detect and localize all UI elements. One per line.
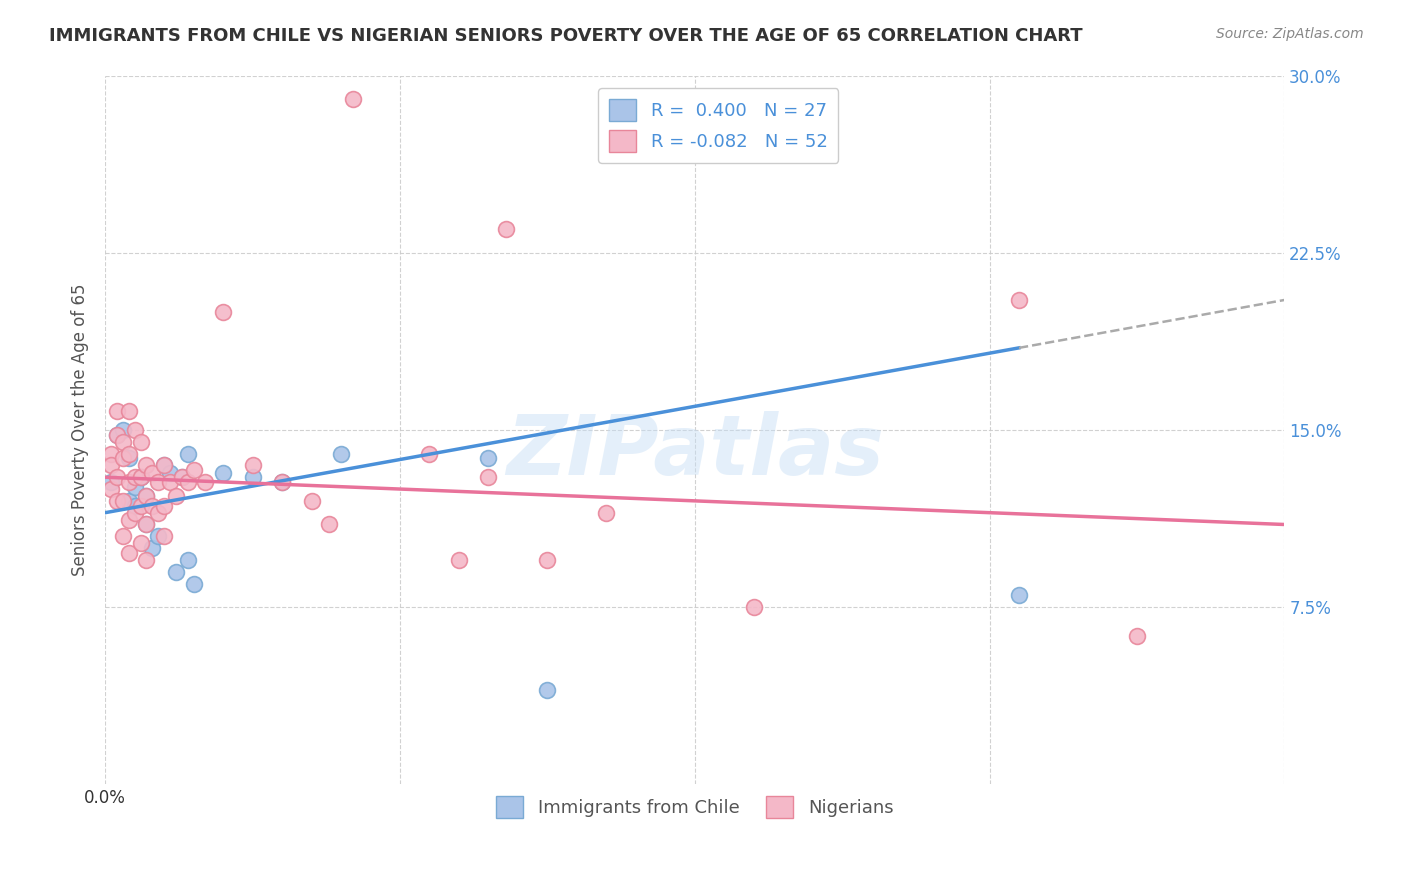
Point xyxy=(100,482,122,496)
Text: Source: ZipAtlas.com: Source: ZipAtlas.com xyxy=(1216,27,1364,41)
Point xyxy=(159,466,181,480)
Point xyxy=(111,434,134,449)
Point xyxy=(124,480,146,494)
Point xyxy=(118,546,141,560)
Point xyxy=(271,475,294,489)
Point xyxy=(148,475,170,489)
Point xyxy=(100,475,122,489)
Point xyxy=(271,475,294,489)
Point xyxy=(318,517,340,532)
Point xyxy=(801,144,824,158)
Point xyxy=(177,553,200,567)
Point xyxy=(177,447,200,461)
Point xyxy=(212,466,235,480)
Point xyxy=(183,463,205,477)
Point xyxy=(111,451,134,466)
Point xyxy=(135,553,157,567)
Point xyxy=(141,541,163,555)
Point xyxy=(118,404,141,418)
Point xyxy=(330,447,353,461)
Point xyxy=(342,92,364,106)
Point xyxy=(418,447,440,461)
Point xyxy=(111,529,134,543)
Point xyxy=(242,458,264,473)
Point xyxy=(135,458,157,473)
Point xyxy=(118,494,141,508)
Point xyxy=(135,489,157,503)
Point xyxy=(135,517,157,532)
Point xyxy=(170,470,193,484)
Point xyxy=(129,499,152,513)
Point xyxy=(153,458,176,473)
Point xyxy=(495,222,517,236)
Point xyxy=(118,475,141,489)
Text: ZIPatlas: ZIPatlas xyxy=(506,410,884,491)
Point xyxy=(1126,629,1149,643)
Point xyxy=(124,423,146,437)
Point xyxy=(194,475,217,489)
Point xyxy=(105,470,128,484)
Point xyxy=(118,451,141,466)
Point xyxy=(165,565,187,579)
Point xyxy=(135,517,157,532)
Text: IMMIGRANTS FROM CHILE VS NIGERIAN SENIORS POVERTY OVER THE AGE OF 65 CORRELATION: IMMIGRANTS FROM CHILE VS NIGERIAN SENIOR… xyxy=(49,27,1083,45)
Point xyxy=(742,600,765,615)
Point xyxy=(148,506,170,520)
Point xyxy=(1008,588,1031,602)
Point xyxy=(129,470,152,484)
Point xyxy=(165,489,187,503)
Point xyxy=(124,506,146,520)
Point xyxy=(153,529,176,543)
Point xyxy=(129,434,152,449)
Y-axis label: Seniors Poverty Over the Age of 65: Seniors Poverty Over the Age of 65 xyxy=(72,284,89,576)
Point xyxy=(301,494,323,508)
Point xyxy=(159,475,181,489)
Point xyxy=(118,513,141,527)
Point xyxy=(129,470,152,484)
Point xyxy=(170,470,193,484)
Point xyxy=(141,499,163,513)
Point xyxy=(124,499,146,513)
Point xyxy=(536,682,558,697)
Point xyxy=(477,451,499,466)
Point xyxy=(105,427,128,442)
Point xyxy=(124,470,146,484)
Point xyxy=(111,494,134,508)
Point xyxy=(100,447,122,461)
Point xyxy=(105,494,128,508)
Point xyxy=(1008,293,1031,307)
Point xyxy=(129,536,152,550)
Point xyxy=(153,499,176,513)
Point xyxy=(177,475,200,489)
Point xyxy=(153,458,176,473)
Point xyxy=(105,427,128,442)
Point xyxy=(801,139,824,153)
Point xyxy=(242,470,264,484)
Point xyxy=(477,470,499,484)
Point xyxy=(447,553,470,567)
Point xyxy=(135,489,157,503)
Point xyxy=(212,305,235,319)
Point xyxy=(111,423,134,437)
Point xyxy=(100,458,122,473)
Point xyxy=(183,576,205,591)
Point xyxy=(118,447,141,461)
Legend: Immigrants from Chile, Nigerians: Immigrants from Chile, Nigerians xyxy=(489,789,901,825)
Point xyxy=(148,529,170,543)
Point xyxy=(536,553,558,567)
Point xyxy=(595,506,617,520)
Point xyxy=(105,404,128,418)
Point xyxy=(141,466,163,480)
